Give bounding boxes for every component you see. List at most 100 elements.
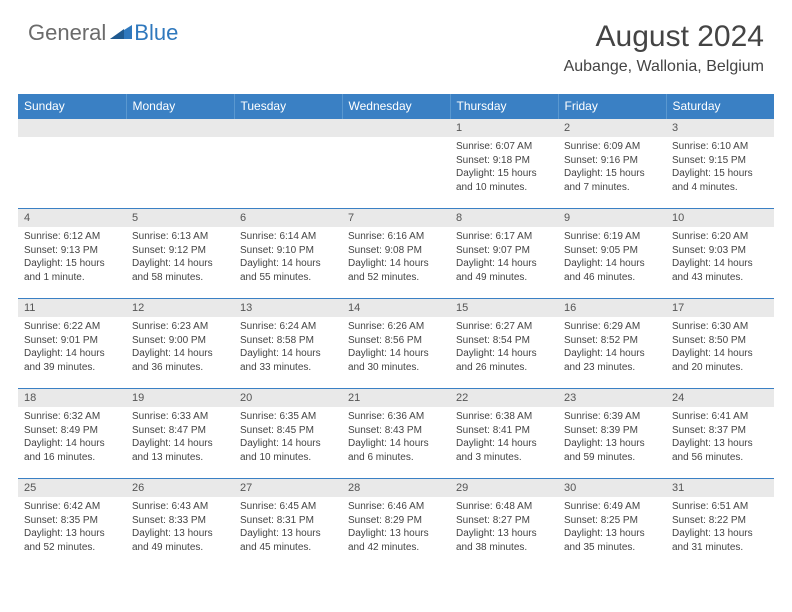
calendar-header-row: SundayMondayTuesdayWednesdayThursdayFrid… [18, 94, 774, 119]
day-number: 30 [558, 479, 666, 497]
logo-triangle-icon [110, 23, 132, 44]
day-header: Saturday [666, 94, 774, 119]
day-number: 26 [126, 479, 234, 497]
day-number: 2 [558, 119, 666, 137]
calendar-day-cell: 1Sunrise: 6:07 AMSunset: 9:18 PMDaylight… [450, 119, 558, 209]
logo-text-blue: Blue [134, 20, 178, 46]
day-number: 16 [558, 299, 666, 317]
day-number [18, 119, 126, 137]
title-block: August 2024 Aubange, Wallonia, Belgium [564, 20, 764, 76]
calendar-day-cell [18, 119, 126, 209]
day-data: Sunrise: 6:07 AMSunset: 9:18 PMDaylight:… [450, 137, 558, 198]
location-text: Aubange, Wallonia, Belgium [564, 58, 764, 76]
day-number: 15 [450, 299, 558, 317]
day-data: Sunrise: 6:43 AMSunset: 8:33 PMDaylight:… [126, 497, 234, 558]
day-data: Sunrise: 6:27 AMSunset: 8:54 PMDaylight:… [450, 317, 558, 378]
day-data: Sunrise: 6:30 AMSunset: 8:50 PMDaylight:… [666, 317, 774, 378]
calendar-day-cell: 21Sunrise: 6:36 AMSunset: 8:43 PMDayligh… [342, 389, 450, 479]
calendar-day-cell: 5Sunrise: 6:13 AMSunset: 9:12 PMDaylight… [126, 209, 234, 299]
day-data: Sunrise: 6:38 AMSunset: 8:41 PMDaylight:… [450, 407, 558, 468]
day-number: 5 [126, 209, 234, 227]
calendar-week-row: 25Sunrise: 6:42 AMSunset: 8:35 PMDayligh… [18, 479, 774, 569]
day-number: 14 [342, 299, 450, 317]
day-data: Sunrise: 6:32 AMSunset: 8:49 PMDaylight:… [18, 407, 126, 468]
day-data: Sunrise: 6:17 AMSunset: 9:07 PMDaylight:… [450, 227, 558, 288]
calendar-day-cell: 17Sunrise: 6:30 AMSunset: 8:50 PMDayligh… [666, 299, 774, 389]
logo: General Blue [28, 20, 178, 46]
day-data: Sunrise: 6:19 AMSunset: 9:05 PMDaylight:… [558, 227, 666, 288]
day-number: 23 [558, 389, 666, 407]
day-number: 12 [126, 299, 234, 317]
day-number: 17 [666, 299, 774, 317]
calendar-day-cell: 23Sunrise: 6:39 AMSunset: 8:39 PMDayligh… [558, 389, 666, 479]
logo-text-general: General [28, 20, 106, 46]
calendar-day-cell: 20Sunrise: 6:35 AMSunset: 8:45 PMDayligh… [234, 389, 342, 479]
calendar-day-cell: 12Sunrise: 6:23 AMSunset: 9:00 PMDayligh… [126, 299, 234, 389]
day-data: Sunrise: 6:26 AMSunset: 8:56 PMDaylight:… [342, 317, 450, 378]
day-data: Sunrise: 6:24 AMSunset: 8:58 PMDaylight:… [234, 317, 342, 378]
day-header: Sunday [18, 94, 126, 119]
day-data: Sunrise: 6:23 AMSunset: 9:00 PMDaylight:… [126, 317, 234, 378]
calendar-day-cell: 10Sunrise: 6:20 AMSunset: 9:03 PMDayligh… [666, 209, 774, 299]
day-number: 6 [234, 209, 342, 227]
month-title: August 2024 [564, 20, 764, 54]
day-data [18, 137, 126, 144]
day-data: Sunrise: 6:49 AMSunset: 8:25 PMDaylight:… [558, 497, 666, 558]
day-number [126, 119, 234, 137]
calendar-day-cell: 19Sunrise: 6:33 AMSunset: 8:47 PMDayligh… [126, 389, 234, 479]
calendar-day-cell: 26Sunrise: 6:43 AMSunset: 8:33 PMDayligh… [126, 479, 234, 569]
calendar-week-row: 4Sunrise: 6:12 AMSunset: 9:13 PMDaylight… [18, 209, 774, 299]
calendar-day-cell [342, 119, 450, 209]
day-number: 19 [126, 389, 234, 407]
day-data: Sunrise: 6:46 AMSunset: 8:29 PMDaylight:… [342, 497, 450, 558]
calendar-day-cell: 15Sunrise: 6:27 AMSunset: 8:54 PMDayligh… [450, 299, 558, 389]
day-data [234, 137, 342, 144]
day-number [234, 119, 342, 137]
day-data: Sunrise: 6:33 AMSunset: 8:47 PMDaylight:… [126, 407, 234, 468]
day-number: 18 [18, 389, 126, 407]
day-number: 22 [450, 389, 558, 407]
calendar-day-cell: 9Sunrise: 6:19 AMSunset: 9:05 PMDaylight… [558, 209, 666, 299]
calendar-day-cell: 14Sunrise: 6:26 AMSunset: 8:56 PMDayligh… [342, 299, 450, 389]
day-number: 29 [450, 479, 558, 497]
day-number: 13 [234, 299, 342, 317]
calendar-day-cell: 27Sunrise: 6:45 AMSunset: 8:31 PMDayligh… [234, 479, 342, 569]
day-number: 28 [342, 479, 450, 497]
day-number: 10 [666, 209, 774, 227]
calendar-day-cell: 30Sunrise: 6:49 AMSunset: 8:25 PMDayligh… [558, 479, 666, 569]
day-number: 7 [342, 209, 450, 227]
day-data: Sunrise: 6:48 AMSunset: 8:27 PMDaylight:… [450, 497, 558, 558]
calendar-day-cell: 6Sunrise: 6:14 AMSunset: 9:10 PMDaylight… [234, 209, 342, 299]
day-number: 25 [18, 479, 126, 497]
day-data: Sunrise: 6:51 AMSunset: 8:22 PMDaylight:… [666, 497, 774, 558]
day-header: Monday [126, 94, 234, 119]
calendar-day-cell: 28Sunrise: 6:46 AMSunset: 8:29 PMDayligh… [342, 479, 450, 569]
day-data: Sunrise: 6:13 AMSunset: 9:12 PMDaylight:… [126, 227, 234, 288]
day-number: 24 [666, 389, 774, 407]
calendar-day-cell: 2Sunrise: 6:09 AMSunset: 9:16 PMDaylight… [558, 119, 666, 209]
day-data: Sunrise: 6:22 AMSunset: 9:01 PMDaylight:… [18, 317, 126, 378]
day-number: 1 [450, 119, 558, 137]
day-data: Sunrise: 6:36 AMSunset: 8:43 PMDaylight:… [342, 407, 450, 468]
calendar-day-cell: 3Sunrise: 6:10 AMSunset: 9:15 PMDaylight… [666, 119, 774, 209]
day-data: Sunrise: 6:42 AMSunset: 8:35 PMDaylight:… [18, 497, 126, 558]
day-data: Sunrise: 6:20 AMSunset: 9:03 PMDaylight:… [666, 227, 774, 288]
day-data: Sunrise: 6:10 AMSunset: 9:15 PMDaylight:… [666, 137, 774, 198]
day-data: Sunrise: 6:14 AMSunset: 9:10 PMDaylight:… [234, 227, 342, 288]
day-data: Sunrise: 6:29 AMSunset: 8:52 PMDaylight:… [558, 317, 666, 378]
day-header: Tuesday [234, 94, 342, 119]
calendar-day-cell: 31Sunrise: 6:51 AMSunset: 8:22 PMDayligh… [666, 479, 774, 569]
day-number: 11 [18, 299, 126, 317]
calendar-week-row: 1Sunrise: 6:07 AMSunset: 9:18 PMDaylight… [18, 119, 774, 209]
day-data: Sunrise: 6:09 AMSunset: 9:16 PMDaylight:… [558, 137, 666, 198]
calendar-day-cell: 11Sunrise: 6:22 AMSunset: 9:01 PMDayligh… [18, 299, 126, 389]
calendar-table: SundayMondayTuesdayWednesdayThursdayFrid… [18, 94, 774, 569]
day-number: 4 [18, 209, 126, 227]
calendar-week-row: 11Sunrise: 6:22 AMSunset: 9:01 PMDayligh… [18, 299, 774, 389]
day-data: Sunrise: 6:35 AMSunset: 8:45 PMDaylight:… [234, 407, 342, 468]
day-data: Sunrise: 6:16 AMSunset: 9:08 PMDaylight:… [342, 227, 450, 288]
day-data: Sunrise: 6:12 AMSunset: 9:13 PMDaylight:… [18, 227, 126, 288]
calendar-day-cell: 22Sunrise: 6:38 AMSunset: 8:41 PMDayligh… [450, 389, 558, 479]
day-data [126, 137, 234, 144]
calendar-day-cell: 7Sunrise: 6:16 AMSunset: 9:08 PMDaylight… [342, 209, 450, 299]
